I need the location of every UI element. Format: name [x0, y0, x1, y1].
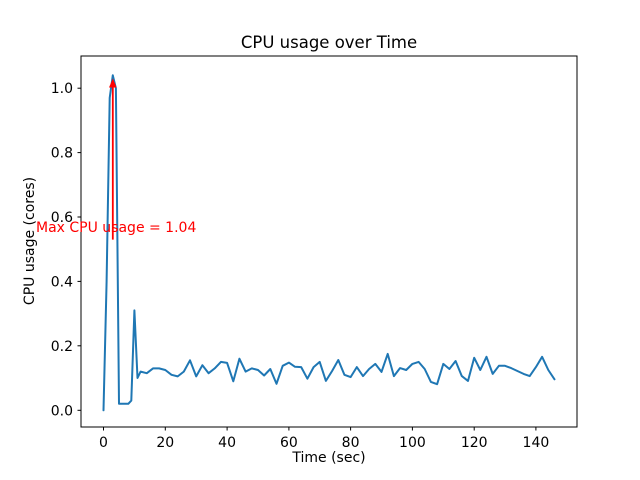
y-tick-label: 1.0 — [51, 81, 73, 97]
y-axis-label: CPU usage (cores) — [22, 176, 38, 306]
x-tick-label: 120 — [461, 435, 488, 451]
y-tick-label: 0.6 — [51, 210, 73, 226]
x-axis-label: Time (sec) — [292, 450, 366, 466]
max-cpu-annotation: Max CPU usage = 1.04 — [36, 220, 197, 236]
plot-border — [80, 55, 578, 428]
x-tick-label: 140 — [523, 435, 550, 451]
y-tick-label: 0.2 — [51, 339, 73, 355]
x-tick-label: 40 — [218, 435, 236, 451]
x-tick-label: 0 — [99, 435, 108, 451]
chart-title: CPU usage over Time — [240, 33, 418, 52]
x-tick-label: 60 — [280, 435, 298, 451]
annotation-arrow-head — [109, 78, 117, 88]
x-tick-label: 20 — [156, 435, 174, 451]
cpu-usage-line — [102, 74, 556, 412]
x-tick-label: 100 — [399, 435, 426, 451]
x-tick-label: 80 — [342, 435, 360, 451]
y-tick-label: 0.4 — [51, 274, 73, 290]
y-tick-label: 0.0 — [51, 403, 73, 419]
y-tick-label: 0.8 — [51, 146, 73, 162]
